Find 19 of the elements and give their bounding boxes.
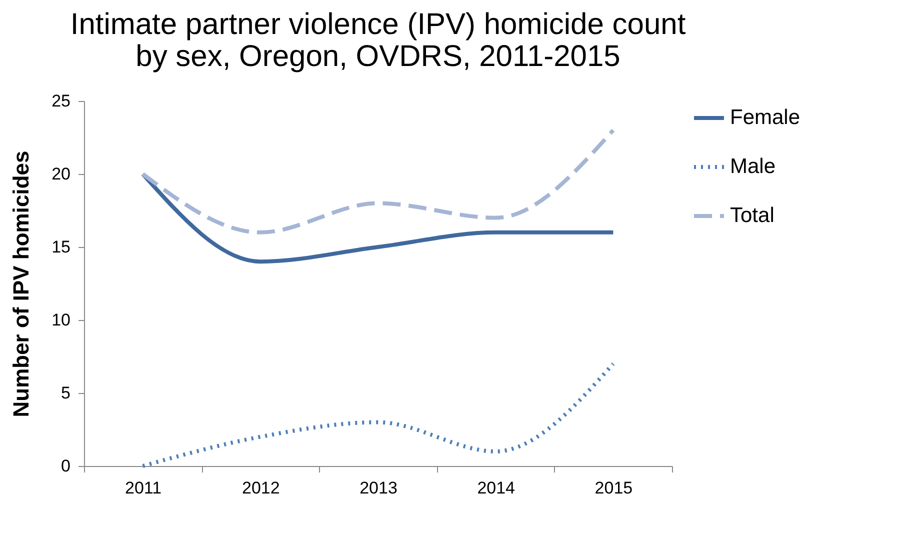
line-series — [140, 362, 616, 468]
legend-label: Male — [730, 155, 776, 178]
line-series — [140, 172, 616, 264]
legend-label: Total — [730, 204, 774, 227]
x-tick-label: 2014 — [477, 478, 516, 498]
chart-title: Intimate partner violence (IPV) homicide count by sex, Oregon, OVDRS, 2011-2015 — [70, 8, 686, 73]
x-tick-label: 2012 — [242, 478, 280, 498]
legend-label: Female — [730, 106, 800, 129]
line-series — [140, 128, 616, 234]
x-tick-label: 2015 — [594, 478, 633, 498]
y-tick-label: 25 — [52, 92, 70, 110]
y-tick-label: 5 — [61, 384, 70, 402]
y-tick-label: 10 — [52, 310, 70, 330]
x-tick-label: 2013 — [360, 478, 398, 498]
x-tick-label: 2011 — [125, 478, 162, 498]
y-tick-label: 0 — [61, 456, 70, 476]
y-tick-label: 15 — [52, 238, 70, 256]
y-axis-title: Number of IPV homicides — [8, 150, 34, 418]
y-tick-label: 20 — [52, 164, 70, 184]
